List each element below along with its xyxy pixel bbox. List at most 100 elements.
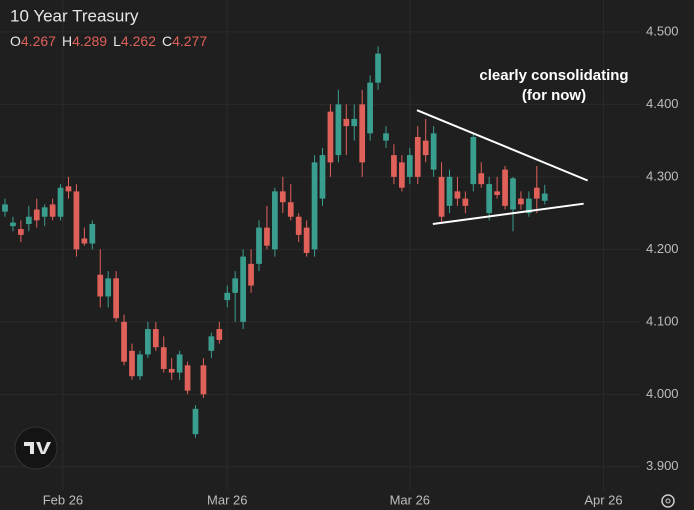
ohlc-label: C bbox=[162, 33, 172, 49]
candle-body bbox=[248, 263, 254, 286]
gear[interactable] bbox=[661, 494, 675, 508]
candle-body bbox=[73, 191, 80, 250]
candle-body bbox=[311, 162, 318, 250]
candle-body bbox=[97, 274, 104, 297]
candle-body bbox=[168, 368, 175, 373]
candle-body bbox=[391, 155, 397, 177]
ohlc-value: 4.289 bbox=[72, 33, 107, 49]
candle-body bbox=[533, 187, 540, 199]
candle-body bbox=[113, 278, 119, 319]
candle-body bbox=[351, 118, 358, 127]
candle-body bbox=[279, 191, 286, 203]
chart-title: 10 Year Treasury bbox=[10, 6, 139, 25]
candle-body bbox=[200, 365, 207, 395]
ohlc-value: 4.262 bbox=[121, 33, 156, 49]
candle-body bbox=[502, 169, 508, 206]
candle-body bbox=[367, 82, 373, 134]
candle-body bbox=[414, 136, 421, 177]
ohlc-label: H bbox=[62, 33, 72, 49]
candle-body bbox=[105, 278, 112, 297]
candle-body bbox=[422, 140, 429, 156]
candle-body bbox=[33, 209, 40, 221]
candle-body bbox=[184, 365, 191, 391]
candle-body bbox=[49, 204, 56, 217]
y-tick-label: 4.100 bbox=[646, 313, 679, 328]
gear-center bbox=[665, 498, 671, 504]
candle-body bbox=[160, 347, 167, 369]
trendline bbox=[432, 202, 584, 225]
annotation: clearly consolidating bbox=[479, 67, 628, 84]
candle-body bbox=[240, 256, 246, 322]
candle-body bbox=[518, 198, 524, 205]
candle-body bbox=[137, 354, 143, 377]
ohlc-label: L bbox=[113, 33, 121, 49]
x-tick-label: Mar 26 bbox=[390, 492, 430, 507]
candle-body bbox=[430, 133, 437, 170]
candle-body bbox=[216, 329, 223, 340]
candle-body bbox=[494, 191, 500, 195]
candle-body bbox=[65, 186, 72, 192]
candle-body bbox=[359, 104, 366, 163]
ohlc-text: O4.267 H4.289 L4.262 C4.277 bbox=[10, 33, 207, 49]
candle-body bbox=[486, 184, 493, 214]
candle-body bbox=[152, 329, 159, 348]
y-tick-label: 4.000 bbox=[646, 386, 679, 401]
candle-body bbox=[57, 187, 64, 217]
candle-body bbox=[81, 238, 88, 244]
candle-body bbox=[327, 111, 334, 163]
candle-body bbox=[264, 227, 270, 246]
candle-body bbox=[470, 136, 477, 185]
candle-body bbox=[406, 155, 413, 177]
trendline bbox=[416, 109, 588, 182]
logo-mark bbox=[24, 442, 51, 454]
candle-body bbox=[287, 202, 294, 217]
annotation: (for now) bbox=[522, 87, 586, 104]
candle-body bbox=[541, 193, 548, 201]
candle-body bbox=[383, 133, 389, 141]
candle-body bbox=[510, 178, 516, 210]
candle-body bbox=[25, 216, 32, 224]
grid bbox=[0, 0, 640, 490]
ohlc-value: 4.277 bbox=[172, 33, 207, 49]
candle-body bbox=[145, 329, 151, 355]
candle-body bbox=[399, 162, 405, 188]
candle-body bbox=[129, 350, 135, 377]
logo-circle bbox=[14, 426, 58, 470]
candle-body bbox=[462, 198, 469, 206]
ohlc-value: 4.267 bbox=[21, 33, 56, 49]
candle-body bbox=[526, 198, 532, 214]
candle-body bbox=[121, 321, 127, 362]
x-tick-label: Apr 26 bbox=[584, 492, 622, 507]
candle-body bbox=[10, 222, 16, 227]
candle-body bbox=[343, 118, 350, 127]
y-tick-label: 4.500 bbox=[646, 23, 679, 38]
ohlc-header: O4.267 H4.289 L4.262 C4.277 bbox=[10, 33, 207, 49]
candle-body bbox=[232, 278, 239, 293]
y-tick-label: 4.400 bbox=[646, 96, 679, 111]
x-tick-label: Mar 26 bbox=[207, 492, 247, 507]
candle-body bbox=[2, 204, 8, 212]
candle-body bbox=[272, 191, 278, 250]
candle-body bbox=[295, 216, 302, 235]
candle-body bbox=[208, 336, 215, 351]
candle-body bbox=[319, 155, 326, 199]
y-tick-label: 3.900 bbox=[646, 458, 679, 473]
x-tick-label: Feb 26 bbox=[43, 492, 83, 507]
tv-logo bbox=[14, 426, 58, 470]
candle-body bbox=[192, 408, 199, 435]
candle-body bbox=[303, 227, 310, 253]
candles bbox=[2, 46, 548, 438]
candle-body bbox=[446, 176, 453, 206]
candle-body bbox=[41, 207, 48, 217]
candle-body bbox=[478, 173, 485, 185]
y-tick-label: 4.200 bbox=[646, 241, 679, 256]
candle-body bbox=[224, 292, 231, 301]
settings-icon[interactable] bbox=[661, 494, 675, 508]
candle-body bbox=[375, 53, 381, 83]
ohlc-label: O bbox=[10, 33, 21, 49]
candle-body bbox=[176, 354, 183, 373]
candle-body bbox=[89, 223, 96, 244]
